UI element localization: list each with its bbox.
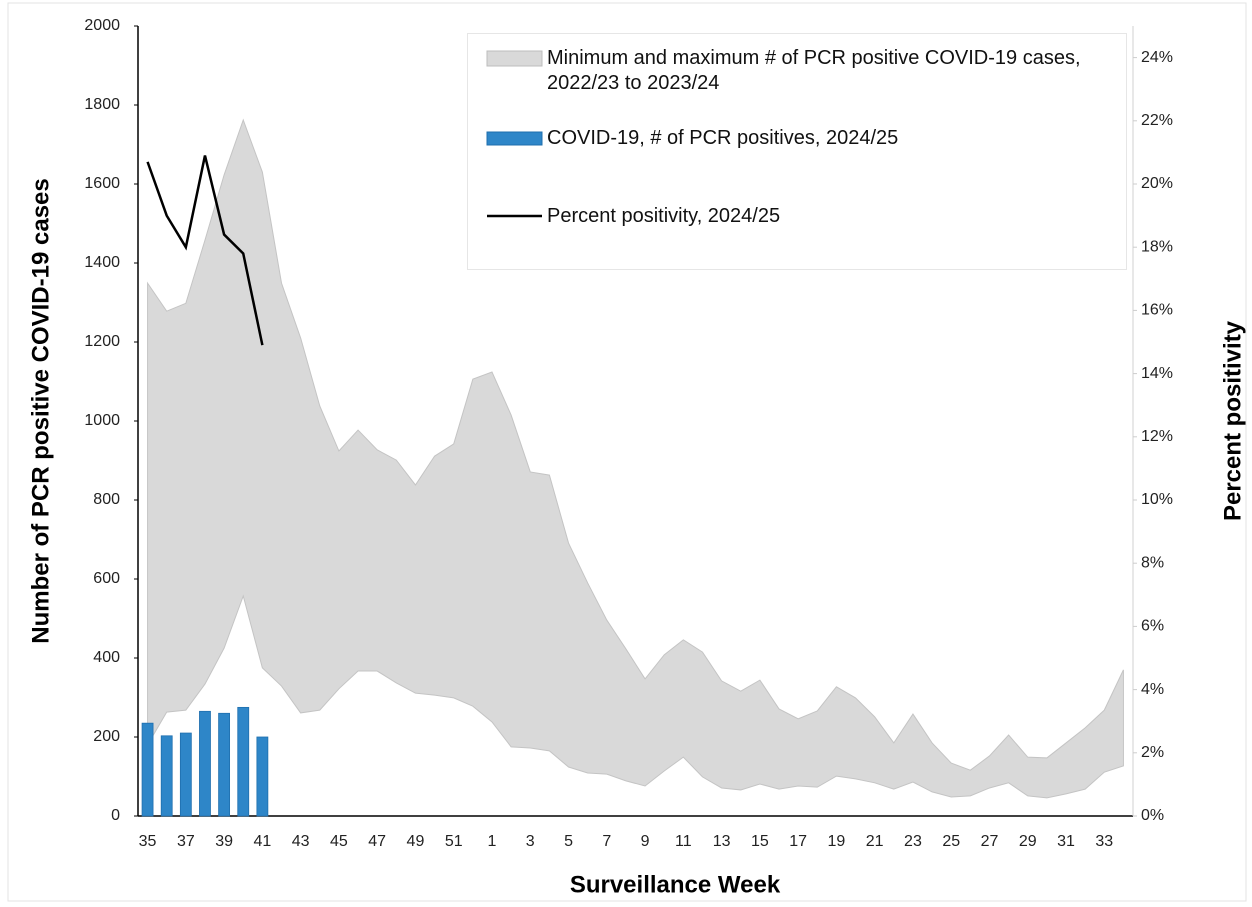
y-tick-label: 0 xyxy=(111,807,120,824)
y2-tick-label: 2% xyxy=(1141,744,1164,761)
y-tick-label: 1400 xyxy=(84,254,120,271)
y2-tick-label: 24% xyxy=(1141,49,1173,66)
x-tick-label: 15 xyxy=(751,833,769,850)
x-tick-label: 43 xyxy=(292,833,310,850)
x-tick-label: 5 xyxy=(564,833,573,850)
legend-swatch xyxy=(486,50,543,67)
x-tick-label: 35 xyxy=(139,833,157,850)
x-tick-label: 11 xyxy=(675,833,692,850)
bar xyxy=(237,706,250,817)
bar xyxy=(160,735,173,817)
x-tick-label: 21 xyxy=(866,833,884,850)
x-tick-label: 41 xyxy=(253,833,271,850)
y-tick-label: 400 xyxy=(93,649,120,666)
x-tick-label: 23 xyxy=(904,833,922,850)
line xyxy=(146,155,264,346)
y-tick-label: 1200 xyxy=(84,333,120,350)
y-tick-label: 200 xyxy=(93,728,120,745)
legend-item: COVID-19, # of PCR positives, 2024/25 xyxy=(486,126,1122,151)
x-tick-label: 39 xyxy=(215,833,233,850)
y2-tick-label: 16% xyxy=(1141,302,1173,319)
y-tick-label: 600 xyxy=(93,570,120,587)
x-tick-label: 29 xyxy=(1019,833,1037,850)
bar xyxy=(218,712,231,817)
y2-tick-label: 8% xyxy=(1141,554,1164,571)
y-axis-title: Number of PCR positive COVID-19 cases xyxy=(27,178,54,643)
x-tick-label: 31 xyxy=(1057,833,1075,850)
chart-border xyxy=(7,2,1247,902)
legend-item: Percent positivity, 2024/25 xyxy=(486,204,1122,229)
x-tick-label: 27 xyxy=(981,833,999,850)
x-tick-label: 45 xyxy=(330,833,348,850)
legend-swatch xyxy=(486,131,543,146)
y2-tick-label: 14% xyxy=(1141,365,1173,382)
x-tick-label: 51 xyxy=(445,833,463,850)
y-tick-label: 2000 xyxy=(84,17,120,34)
y2-tick-label: 18% xyxy=(1141,238,1173,255)
x-tick-label: 47 xyxy=(368,833,386,850)
x-tick-label: 37 xyxy=(177,833,195,850)
legend-item: Minimum and maximum # of PCR positive CO… xyxy=(486,46,1122,96)
x-axis-title: Surveillance Week xyxy=(570,871,781,898)
x-tick-label: 25 xyxy=(942,833,960,850)
x-tick-label: 7 xyxy=(602,833,611,850)
y2-axis-title: Percent positivity xyxy=(1219,320,1246,521)
legend-label: Percent positivity, 2024/25 xyxy=(547,205,781,227)
x-tick-label: 33 xyxy=(1095,833,1113,850)
bar xyxy=(199,710,211,817)
legend-label: Minimum and maximum # of PCR positive CO… xyxy=(547,47,1081,94)
x-tick-label: 3 xyxy=(526,833,535,850)
y2-tick-label: 4% xyxy=(1141,681,1164,698)
x-tick-label: 9 xyxy=(641,833,650,850)
x-tick-label: 19 xyxy=(828,833,846,850)
y2-tick-label: 6% xyxy=(1141,618,1164,635)
x-tick-label: 17 xyxy=(789,833,807,850)
y2-tick-label: 0% xyxy=(1141,807,1164,824)
legend-label: COVID-19, # of PCR positives, 2024/25 xyxy=(547,127,899,149)
y2-tick-label: 22% xyxy=(1141,112,1173,129)
y-tick-label: 1600 xyxy=(84,175,120,192)
bar xyxy=(179,732,192,817)
range-area xyxy=(147,118,1124,799)
y2-tick-label: 20% xyxy=(1141,175,1173,192)
legend: Minimum and maximum # of PCR positive CO… xyxy=(467,33,1127,270)
y2-tick-label: 12% xyxy=(1141,428,1173,445)
x-tick-label: 13 xyxy=(713,833,731,850)
y-tick-label: 800 xyxy=(93,491,120,508)
y2-tick-label: 10% xyxy=(1141,491,1173,508)
y-tick-label: 1000 xyxy=(84,412,120,429)
bar xyxy=(256,736,269,817)
x-tick-label: 1 xyxy=(488,833,497,850)
x-tick-label: 49 xyxy=(407,833,425,850)
bar xyxy=(141,722,154,817)
legend-swatch xyxy=(487,214,542,218)
y-tick-label: 1800 xyxy=(84,96,120,113)
